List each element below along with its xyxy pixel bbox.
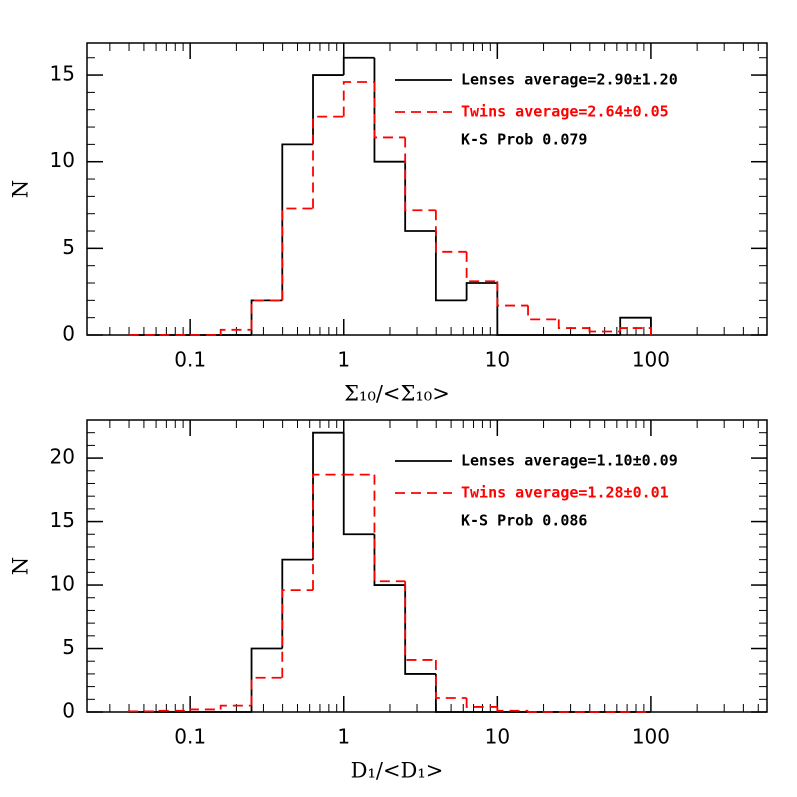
histogram-bin — [250, 299, 283, 335]
y-axis-label: N — [9, 180, 33, 198]
x-tick-label: 10 — [485, 348, 510, 372]
histogram-bin — [312, 74, 344, 145]
histogram-bin — [404, 581, 436, 661]
histogram-bin — [281, 207, 314, 301]
legend-label: Twins average=1.28±0.01 — [461, 484, 669, 502]
histogram-bin — [527, 710, 559, 713]
histogram-bin — [434, 231, 467, 302]
histogram-bin — [619, 327, 652, 335]
histogram-bin — [434, 673, 467, 713]
histogram-bin — [219, 704, 252, 710]
x-axis-label: D₁/<D₁> — [351, 759, 444, 783]
histogram-bin — [404, 137, 436, 212]
x-tick-label: 1 — [337, 725, 350, 749]
plot-frame — [86, 419, 768, 713]
legend-label: Lenses average=1.10±0.09 — [461, 452, 678, 470]
histogram-bin — [373, 534, 406, 586]
histogram-bin — [312, 431, 344, 560]
y-tick-label: 5 — [62, 235, 75, 259]
y-tick-label: 0 — [62, 322, 75, 346]
histogram-bin — [342, 56, 375, 76]
histogram-bin — [219, 328, 252, 335]
annotation: K-S Prob 0.086 — [461, 512, 587, 530]
histogram-bin — [281, 558, 314, 649]
legend-label: Lenses average=2.90±1.20 — [461, 71, 678, 89]
histogram-bin — [373, 81, 406, 139]
histogram-bin — [496, 706, 529, 712]
x-tick-label: 0.1 — [174, 348, 206, 372]
histogram-bin — [619, 316, 652, 335]
y-axis-label: N — [9, 557, 33, 575]
histogram-bin — [342, 81, 375, 117]
x-tick-label: 100 — [632, 348, 670, 372]
y-tick-label: 10 — [50, 148, 75, 172]
histogram-bin — [465, 251, 498, 283]
y-tick-label: 15 — [50, 508, 75, 532]
histogram-bin — [496, 283, 529, 336]
histogram-bin — [465, 282, 498, 301]
x-tick-label: 10 — [485, 725, 510, 749]
histogram-bin — [404, 161, 436, 232]
histogram-bin — [281, 143, 314, 301]
x-axis-label: Σ₁₀/<Σ₁₀> — [344, 382, 450, 406]
histogram-bin — [250, 676, 283, 706]
histogram-bin — [189, 708, 221, 711]
histogram-bin — [127, 710, 160, 713]
histogram-bin — [312, 115, 344, 209]
histogram-bin — [250, 299, 283, 330]
x-tick-label: 1 — [337, 348, 350, 372]
y-tick-label: 10 — [50, 572, 75, 596]
histogram-bin — [158, 709, 191, 712]
y-tick-label: 5 — [62, 635, 75, 659]
histogram-bin — [281, 589, 314, 678]
y-tick-label: 0 — [62, 699, 75, 723]
histogram-bin — [557, 319, 590, 329]
plot-frame — [86, 42, 768, 336]
histogram-bin — [496, 281, 529, 307]
annotation: K-S Prob 0.079 — [461, 131, 587, 149]
y-tick-label: 15 — [50, 62, 75, 86]
histogram-bin — [527, 305, 559, 321]
histogram-bin — [373, 57, 406, 163]
legend-label: Twins average=2.64±0.05 — [461, 103, 669, 121]
histogram-bin — [373, 474, 406, 583]
histogram-bin — [588, 328, 621, 333]
x-tick-label: 100 — [632, 725, 670, 749]
x-tick-label: 0.1 — [174, 725, 206, 749]
histogram-bin — [342, 432, 375, 536]
y-tick-label: 20 — [50, 445, 75, 469]
histogram-bin — [465, 698, 498, 708]
histogram-bin — [312, 473, 344, 591]
histogram-bin — [434, 210, 467, 253]
histogram-bin — [250, 647, 283, 712]
histogram-bin — [434, 659, 467, 699]
